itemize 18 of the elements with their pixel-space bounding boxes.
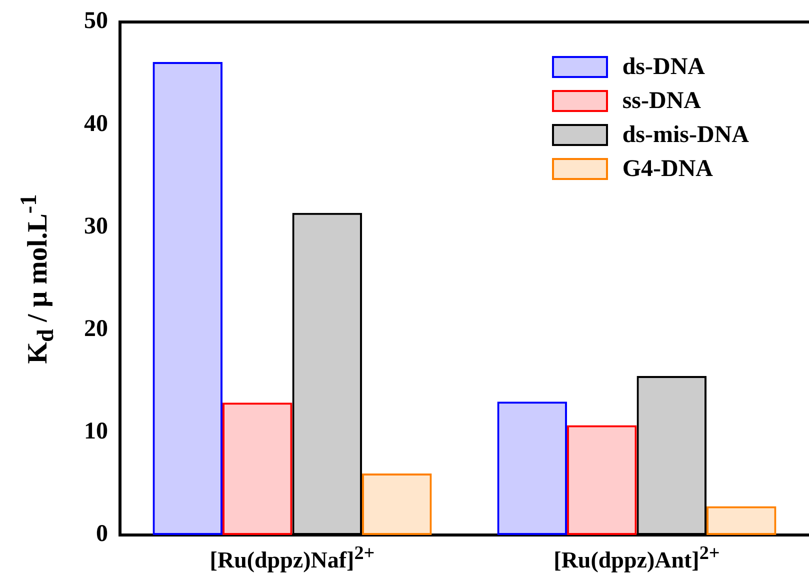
x-tick-label: [Ru(dppz)Naf]$^{2+}$ <box>208 543 376 574</box>
legend-label: ds-mis-DNA <box>622 122 749 148</box>
y-tick-label: 10 <box>84 418 108 445</box>
y-tick-label: 40 <box>84 110 108 137</box>
bar <box>566 425 637 535</box>
bar <box>497 402 567 535</box>
y-tick-label: 0 <box>96 521 108 548</box>
y-tick-label: 30 <box>84 213 108 240</box>
bar <box>706 506 776 535</box>
y-tick-label: 20 <box>84 316 108 342</box>
y-tick-label: 50 <box>84 8 108 34</box>
bar <box>362 473 432 535</box>
bar <box>152 62 222 535</box>
legend-label: ds-DNA <box>622 54 706 80</box>
bar <box>222 402 292 535</box>
legend-label: ss-DNA <box>622 88 701 114</box>
x-tick-label: [Ru(dppz)Ant]$^{2+}$ <box>552 543 721 574</box>
legend-label: G4-DNA <box>622 156 713 182</box>
